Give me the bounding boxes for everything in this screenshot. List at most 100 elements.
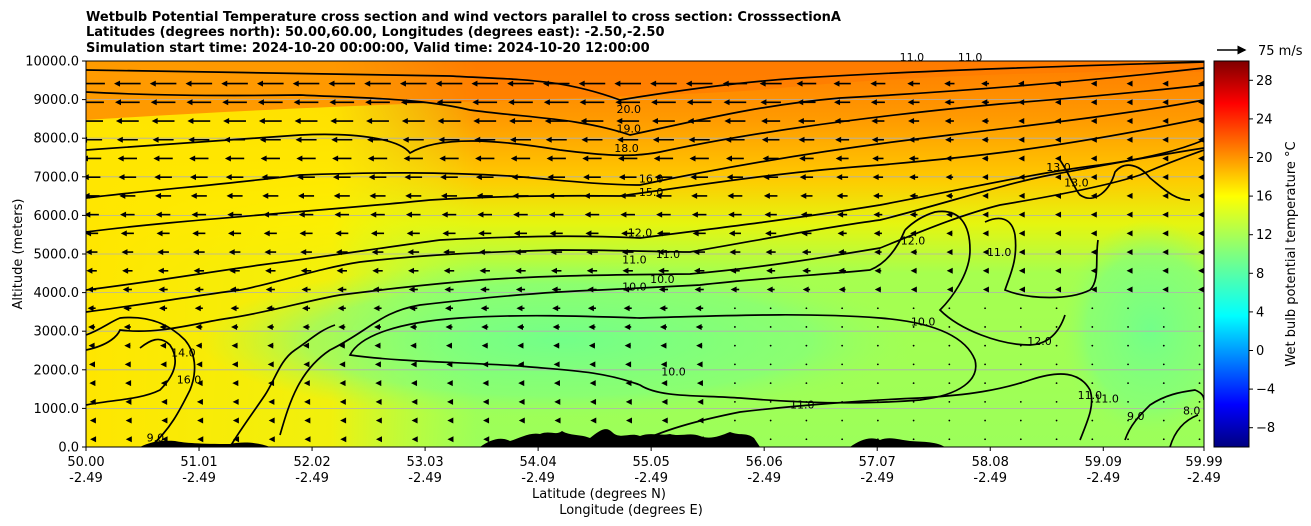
x-tick-label-lon: -2.49 bbox=[747, 471, 781, 486]
wind-vector-dot bbox=[841, 419, 844, 422]
wind-vector-head bbox=[160, 342, 167, 349]
wind-vector-head bbox=[1090, 136, 1097, 143]
wind-vector-head bbox=[405, 211, 412, 218]
wind-vector-dot bbox=[912, 307, 915, 310]
wind-vector-head bbox=[233, 436, 240, 443]
wind-vector-head bbox=[981, 99, 988, 106]
wind-vector-head bbox=[837, 249, 844, 256]
wind-vector-head bbox=[295, 136, 302, 143]
wind-vector-dot bbox=[1055, 382, 1058, 385]
wind-vector-head bbox=[518, 417, 525, 424]
y-tick-label: 8000.0 bbox=[34, 132, 80, 147]
wind-vector-head bbox=[946, 249, 953, 256]
wind-vector-head bbox=[656, 211, 663, 218]
contour-label: 12.0 bbox=[901, 234, 926, 247]
x-tick-label-lat: 59.99 bbox=[1185, 455, 1222, 470]
wind-vector-head bbox=[262, 192, 269, 199]
wind-vector-head bbox=[124, 342, 131, 349]
wind-vector-head bbox=[196, 361, 203, 368]
wind-vector-dot bbox=[948, 400, 951, 403]
wind-vector-head bbox=[86, 118, 87, 125]
wind-vector-head bbox=[1018, 230, 1025, 237]
wind-vector-dot bbox=[1091, 363, 1094, 366]
wind-vector-head bbox=[259, 136, 266, 143]
wind-vector-head bbox=[266, 305, 273, 312]
wind-vector-head bbox=[762, 155, 769, 162]
wind-vector-head bbox=[436, 99, 443, 106]
wind-vector-head bbox=[545, 136, 552, 143]
x-tick-label-lat: 56.06 bbox=[746, 455, 783, 470]
contour-label: 10.0 bbox=[661, 366, 686, 379]
wind-vector-head bbox=[410, 361, 417, 368]
wind-vector-head bbox=[1198, 99, 1204, 106]
wind-vector-dot bbox=[734, 307, 736, 310]
wind-vector-head bbox=[475, 174, 482, 181]
wind-vector-dot bbox=[876, 382, 879, 385]
wind-vector-head bbox=[727, 192, 734, 199]
wind-vector-head bbox=[696, 361, 703, 368]
wind-vector-head bbox=[1198, 192, 1204, 199]
wind-vector-head bbox=[1055, 230, 1062, 237]
wind-vector-head bbox=[481, 323, 488, 330]
wind-vector-head bbox=[543, 99, 550, 106]
wind-vector-head bbox=[697, 436, 704, 443]
wind-vector-head bbox=[982, 286, 989, 293]
temperature-fill-cold-core bbox=[200, 260, 920, 420]
wind-vector-head bbox=[580, 118, 587, 125]
wind-vector-head bbox=[1054, 118, 1061, 125]
wind-vector-head bbox=[873, 192, 880, 199]
wind-vector-head bbox=[366, 118, 373, 125]
wind-vector-head bbox=[375, 436, 382, 443]
wind-vector-head bbox=[86, 211, 91, 218]
wind-vector-head bbox=[267, 361, 274, 368]
wind-vector-head bbox=[447, 398, 454, 405]
chart-title-line-1: Wetbulb Potential Temperature cross sect… bbox=[86, 10, 841, 25]
wind-vector-dot bbox=[984, 344, 986, 347]
wind-vector-head bbox=[261, 174, 268, 181]
wind-vector-head bbox=[981, 155, 988, 162]
wind-vector-head bbox=[265, 267, 272, 274]
wind-vector-head bbox=[268, 417, 275, 424]
wind-vector-head bbox=[339, 380, 346, 387]
wind-vector-dot bbox=[1019, 307, 1022, 310]
contour-label: 18.0 bbox=[614, 142, 639, 155]
wind-vector-head bbox=[509, 136, 516, 143]
x-tick-label-lon: -2.49 bbox=[69, 471, 103, 486]
contour-line-12 bbox=[86, 149, 1204, 351]
x-tick-label-lon: -2.49 bbox=[182, 471, 216, 486]
wind-vector-head bbox=[188, 136, 195, 143]
wind-vector-head bbox=[554, 436, 561, 443]
colorbar-tick-label: −8 bbox=[1256, 421, 1275, 436]
contour-label: 9.0 bbox=[1127, 410, 1145, 423]
wind-vector-dot bbox=[1019, 400, 1022, 403]
wind-vector-head bbox=[332, 155, 339, 162]
wind-vector-dot bbox=[841, 307, 844, 310]
wind-vector-head bbox=[1054, 136, 1061, 143]
wind-vector-head bbox=[686, 99, 693, 106]
wind-vector-head bbox=[86, 230, 92, 237]
wind-vector-head bbox=[626, 417, 633, 424]
wind-vector-head bbox=[1090, 267, 1097, 274]
wind-vector-head bbox=[1090, 249, 1097, 256]
wind-vector-head bbox=[834, 99, 841, 106]
wind-vector-dot bbox=[769, 400, 772, 403]
wind-vector-dot bbox=[1055, 419, 1058, 422]
wind-vector-head bbox=[263, 211, 270, 218]
wind-vector-head bbox=[652, 136, 659, 143]
wind-vector-head bbox=[945, 192, 952, 199]
contour-label: 11.0 bbox=[790, 398, 815, 411]
contour-label: 13.0 bbox=[1064, 177, 1089, 190]
contour-label: 11.0 bbox=[987, 246, 1012, 259]
wind-vector-head bbox=[1055, 267, 1062, 274]
wind-vector-head bbox=[981, 80, 988, 87]
wind-vector-head bbox=[833, 80, 840, 87]
wind-vector-head bbox=[340, 436, 347, 443]
wind-vector-head bbox=[730, 286, 737, 293]
plot-area: 20.019.018.016.015.012.011.0 11.010.010.0… bbox=[85, 51, 1205, 448]
wind-vector-head bbox=[375, 398, 382, 405]
contour-line-10-core bbox=[348, 313, 977, 404]
wind-vector-head bbox=[338, 342, 345, 349]
wind-vector-head bbox=[408, 286, 415, 293]
wind-vector-head bbox=[626, 436, 633, 443]
wind-vector-head bbox=[661, 398, 668, 405]
